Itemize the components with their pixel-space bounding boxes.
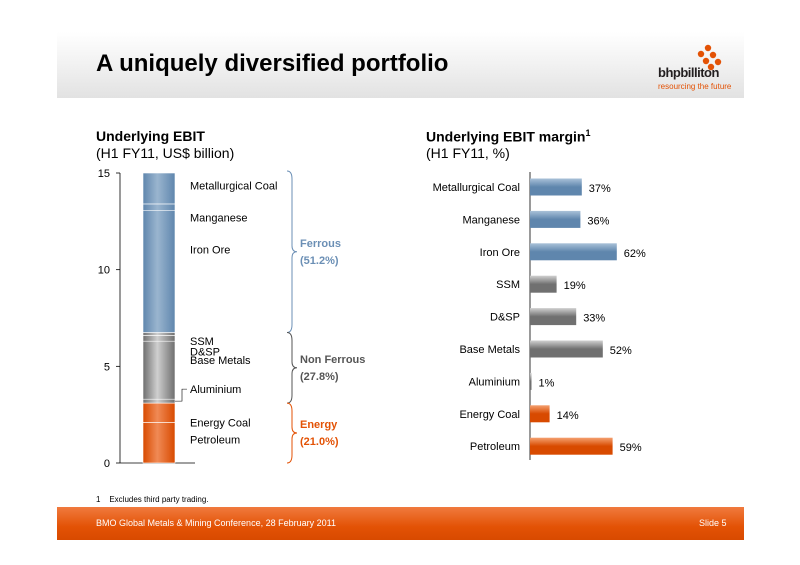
margin-category-metallurgical-coal: Metallurgical Coal: [433, 182, 520, 194]
aluminium-leader-line: [175, 388, 187, 402]
margin-bar-manganese: [530, 210, 581, 228]
margin-category-iron-ore: Iron Ore: [480, 247, 520, 259]
group-label-energy: Energy: [300, 419, 338, 431]
margin-category-manganese: Manganese: [463, 214, 521, 226]
logo-wordmark: bhpbilliton: [658, 65, 719, 80]
margin-category-ssm: SSM: [496, 279, 520, 291]
margin-bar-metallurgical-coal: [530, 178, 582, 196]
segment-label-base-metals: Base Metals: [190, 355, 251, 367]
segment-label-dsp: D&SP: [190, 346, 220, 358]
margin-category-base-metals: Base Metals: [459, 344, 520, 356]
margin-category-aluminium: Aluminium: [469, 376, 520, 388]
stack-segment-aluminium: [142, 398, 176, 404]
header-band: [57, 32, 744, 98]
segment-label-petroleum: Petroleum: [190, 435, 240, 447]
non-ferrous-brace: [286, 332, 298, 404]
segment-label-ssm: SSM: [190, 336, 214, 348]
y-tick-label: 15: [98, 168, 110, 180]
bhp-logo-icon: [697, 44, 722, 71]
margin-bar-iron-ore: [530, 243, 617, 261]
margin-bar-ssm: [530, 275, 557, 293]
segment-label-energy-coal: Energy Coal: [190, 418, 251, 430]
margin-bar-petroleum: [530, 437, 613, 455]
margin-value-manganese: 36%: [587, 215, 609, 227]
stack-segment-ssm: [142, 332, 176, 336]
segment-label-metallurgical-coal: Metallurgical Coal: [190, 180, 277, 192]
stack-segment-energy-coal: [142, 402, 176, 423]
margin-value-metallurgical-coal: 37%: [589, 183, 611, 195]
group-label-non-ferrous: Non Ferrous: [300, 354, 365, 366]
stack-segment-base-metals: [142, 340, 176, 400]
margin-category-petroleum: Petroleum: [470, 441, 520, 453]
margin-value-aluminium: 1%: [539, 377, 555, 389]
footnote: 1 Excludes third party trading.: [96, 495, 209, 504]
margin-bar-base-metals: [530, 340, 603, 358]
y-tick-label: 5: [104, 361, 110, 373]
stack-segment-metallurgical-coal: [142, 172, 176, 205]
stack-segment-petroleum: [142, 422, 176, 464]
margin-value-base-metals: 52%: [610, 345, 632, 357]
right-chart-title: Underlying EBIT margin1: [426, 128, 591, 145]
y-tick-label: 10: [98, 265, 110, 277]
margin-value-petroleum: 59%: [620, 442, 642, 454]
page-title: A uniquely diversified portfolio: [96, 50, 449, 77]
margin-bar-energy-coal: [530, 405, 550, 423]
margin-value-energy-coal: 14%: [557, 410, 579, 422]
margin-value-ssm: 19%: [564, 280, 586, 292]
left-chart-subtitle: (H1 FY11, US$ billion): [96, 145, 235, 161]
left-chart-title: Underlying EBIT: [96, 128, 205, 144]
group-share-energy: (21.0%): [300, 436, 339, 448]
margin-bar-dsp: [530, 308, 577, 326]
stack-segment-iron-ore: [142, 210, 176, 333]
group-share-non-ferrous: (27.8%): [300, 371, 339, 383]
footer-event-label: BMO Global Metals & Mining Conference, 2…: [96, 518, 336, 528]
stack-segment-manganese: [142, 203, 176, 212]
energy-brace: [286, 402, 298, 464]
y-tick-label: 0: [104, 458, 110, 470]
segment-label-aluminium: Aluminium: [190, 384, 241, 396]
slide-number: Slide 5: [699, 518, 727, 528]
logo-tagline: resourcing the future: [658, 82, 732, 91]
margin-value-iron-ore: 62%: [624, 248, 646, 260]
right-chart-subtitle: (H1 FY11, %): [426, 145, 510, 161]
footer-band: [57, 507, 744, 540]
segment-label-iron-ore: Iron Ore: [190, 245, 230, 257]
margin-category-dsp: D&SP: [490, 312, 520, 324]
ferrous-brace: [286, 170, 298, 333]
group-share-ferrous: (51.2%): [300, 255, 339, 267]
stack-segment-dsp: [142, 335, 176, 342]
group-label-ferrous: Ferrous: [300, 238, 341, 250]
segment-label-manganese: Manganese: [190, 212, 248, 224]
margin-value-dsp: 33%: [583, 313, 605, 325]
margin-category-energy-coal: Energy Coal: [459, 409, 520, 421]
margin-bar-aluminium: [530, 372, 532, 390]
